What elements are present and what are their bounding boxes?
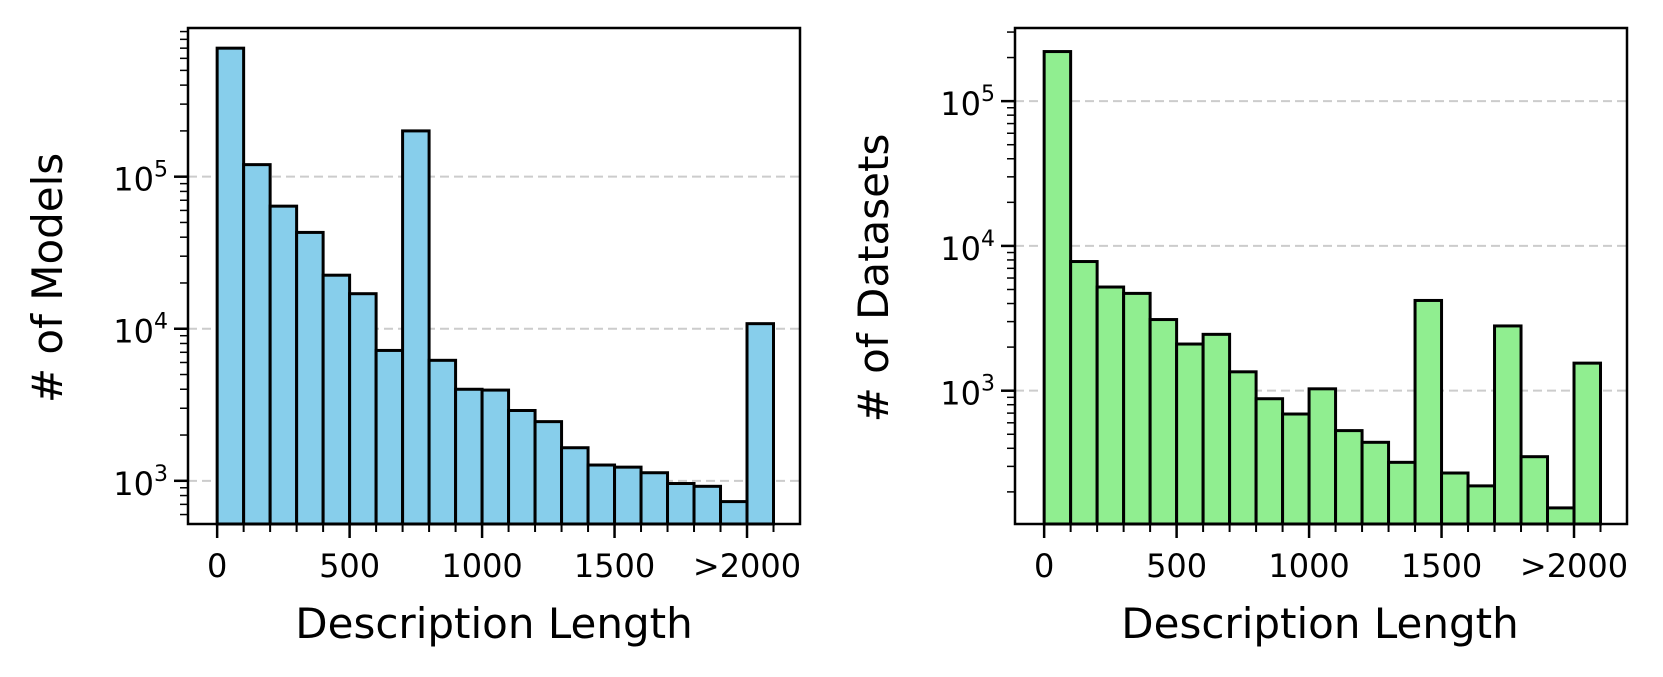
- x-tick-label: 1500: [574, 547, 655, 585]
- histogram-bar: [1148, 318, 1179, 526]
- histogram-bar: [1095, 285, 1126, 526]
- models-histogram-panel: Description Length # of Models 0 500 1000 1…: [23, 26, 802, 648]
- y-tick-label: 103: [940, 372, 995, 413]
- x-tick-label: 0: [1034, 547, 1054, 585]
- histogram-bar: [1201, 332, 1232, 526]
- histogram-bar: [745, 322, 776, 526]
- x-tick-label: 1000: [1268, 547, 1349, 585]
- x-axis-label: Description Length: [1121, 599, 1518, 648]
- y-tick-base: 10: [113, 313, 154, 351]
- histogram-bar: [242, 163, 272, 526]
- histogram-bar: [1069, 260, 1099, 526]
- y-tick-exponent: 5: [154, 158, 168, 183]
- histogram-bar: [586, 463, 617, 526]
- histogram-bar: [1466, 484, 1497, 526]
- histogram-bar: [560, 446, 590, 526]
- y-tick-exponent: 3: [154, 462, 168, 487]
- histogram-bar: [1360, 440, 1391, 526]
- histogram-bar: [321, 273, 352, 526]
- histogram-bar: [348, 292, 378, 526]
- x-tick-label: >2000: [693, 547, 801, 585]
- x-tick-label: 0: [207, 547, 227, 585]
- y-tick-base: 10: [940, 375, 981, 413]
- x-tick-label: >2000: [1520, 547, 1628, 585]
- y-axis-label: # of Models: [23, 153, 72, 403]
- histogram-bar: [454, 387, 484, 526]
- histogram-bar: [1572, 361, 1603, 526]
- datasets-histogram-panel: Description Length # of Datasets 0 500 100…: [849, 26, 1629, 648]
- histogram-bar: [480, 388, 511, 526]
- histogram-bar: [666, 482, 696, 526]
- histogram-bar: [507, 408, 537, 526]
- histogram-bar: [295, 230, 325, 526]
- histogram-bar: [719, 500, 749, 526]
- histogram-bar: [1281, 412, 1311, 526]
- histogram-bar: [1546, 506, 1576, 526]
- plot-frame: [1013, 26, 1629, 526]
- histogram-bar: [533, 420, 564, 526]
- x-tick-label: 1000: [441, 547, 522, 585]
- histogram-bar: [1493, 324, 1523, 526]
- histogram-bar: [1042, 50, 1073, 526]
- x-tick-label: 1500: [1401, 547, 1482, 585]
- histogram-bar: [1122, 291, 1152, 526]
- x-tick-label: 500: [1146, 547, 1207, 585]
- histogram-bar: [1254, 397, 1285, 526]
- plot-frame: [186, 26, 802, 526]
- histogram-bar: [1519, 455, 1550, 526]
- y-tick-label: 105: [113, 158, 168, 199]
- histogram-bar: [613, 465, 643, 526]
- y-axis-label: # of Datasets: [849, 134, 898, 423]
- y-tick-label: 105: [940, 82, 995, 123]
- y-tick-base: 10: [940, 230, 981, 268]
- x-tick-label: 500: [319, 547, 380, 585]
- histogram-bar: [1307, 387, 1338, 526]
- histogram-bar: [215, 46, 246, 526]
- histogram-bar: [401, 129, 431, 526]
- histogram-bar: [374, 348, 405, 526]
- histogram-bar: [692, 484, 723, 526]
- y-tick-base: 10: [113, 465, 154, 503]
- histogram-bar: [1440, 471, 1470, 526]
- x-axis-label: Description Length: [295, 599, 692, 648]
- histogram-bar: [1228, 370, 1258, 526]
- y-tick-exponent: 5: [981, 82, 995, 107]
- y-tick-label: 104: [113, 310, 168, 351]
- y-tick-exponent: 4: [154, 310, 168, 335]
- histogram-bar: [268, 204, 299, 526]
- histogram-bar: [639, 471, 670, 526]
- histogram-bar: [1387, 460, 1417, 526]
- histogram-bar: [427, 358, 458, 526]
- histogram-bar: [1175, 342, 1205, 526]
- y-tick-base: 10: [113, 161, 154, 199]
- y-tick-exponent: 3: [981, 372, 995, 397]
- y-tick-base: 10: [940, 85, 981, 123]
- y-tick-label: 103: [113, 462, 168, 503]
- histogram-bar: [1413, 298, 1444, 526]
- y-tick-label: 104: [940, 227, 995, 268]
- histogram-bar: [1334, 429, 1364, 526]
- y-tick-exponent: 4: [981, 227, 995, 252]
